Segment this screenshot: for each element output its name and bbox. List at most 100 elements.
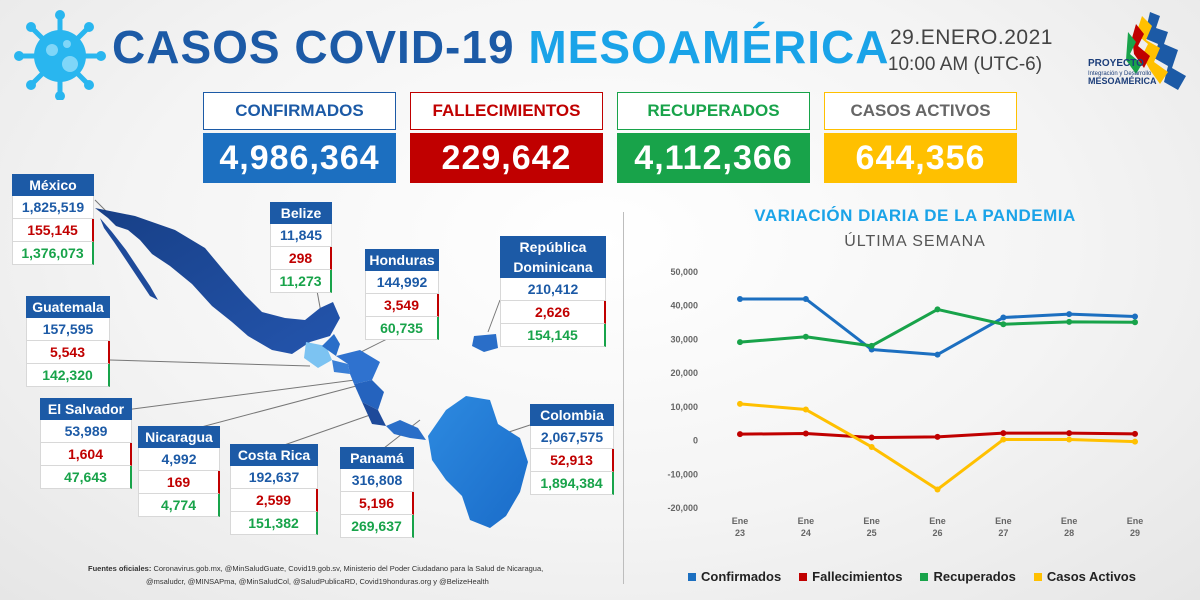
legend-item-casos-activos: Casos Activos — [1033, 569, 1136, 584]
region-map — [94, 199, 531, 528]
page-title: CASOS COVID-19 MESOAMÉRICA — [112, 20, 889, 74]
country-confirmed: 144,992 — [365, 271, 439, 294]
kpi-recuperados-label: RECUPERADOS — [617, 92, 810, 130]
legend-swatch — [688, 572, 696, 581]
report-date: 29.ENERO.2021 — [890, 26, 1053, 49]
country-name: Guatemala — [26, 296, 110, 318]
y-tick-label: 0 — [693, 436, 698, 446]
proyecto-mesoamerica-logo: PROYECTO Integración y Desarrollo MESOAM… — [1088, 12, 1186, 90]
data-point — [737, 431, 743, 438]
chart-subtitle: ÚLTIMA SEMANA — [844, 233, 986, 250]
series-line-casos-activos — [739, 402, 1136, 491]
country-box-mexico: México 1,825,519 155,145 1,376,073 — [12, 174, 94, 265]
sources-label: Fuentes oficiales: — [88, 564, 152, 573]
kpi-confirmados: CONFIRMADOS 4,986,364 — [203, 92, 396, 184]
virus-icon — [14, 10, 106, 100]
title-region: MESOAMÉRICA — [528, 21, 890, 73]
country-recovered: 1,376,073 — [12, 242, 94, 265]
kpi-confirmados-value: 4,986,364 — [203, 133, 396, 183]
data-point — [1000, 430, 1007, 437]
data-point — [802, 430, 809, 437]
country-name: Nicaragua — [138, 426, 220, 448]
data-point — [737, 339, 743, 346]
y-tick-label: 20,000 — [670, 368, 698, 378]
country-box-costa-rica: Costa Rica 192,637 2,599 151,382 — [230, 444, 318, 535]
legend-item-fallecimientos: Fallecimientos — [799, 569, 902, 584]
data-point — [1132, 430, 1138, 437]
legend-swatch — [799, 572, 808, 581]
country-name: Costa Rica — [230, 444, 318, 466]
x-tick-label: Ene 25 — [863, 516, 880, 538]
x-tick-label: Ene 29 — [1127, 516, 1144, 538]
country-box-panama: Panamá 316,808 5,196 269,637 — [340, 447, 414, 538]
country-name: México — [12, 174, 94, 196]
kpi-fallecimientos-label: FALLECIMIENTOS — [410, 92, 603, 130]
country-confirmed: 4,992 — [138, 448, 220, 471]
x-tick-label: Ene 23 — [732, 516, 749, 538]
data-point — [1000, 321, 1007, 328]
kpi-casos-activos-value: 644,356 — [824, 133, 1017, 183]
data-point — [802, 406, 809, 413]
kpi-casos-activos: CASOS ACTIVOS 644,356 — [824, 92, 1017, 184]
data-point — [802, 333, 809, 340]
country-box-nicaragua: Nicaragua 4,992 169 4,774 — [138, 426, 220, 517]
country-confirmed: 210,412 — [500, 278, 606, 301]
y-tick-label: 30,000 — [670, 334, 698, 344]
country-box-colombia: Colombia 2,067,575 52,913 1,894,384 — [530, 404, 614, 495]
kpi-recuperados-value: 4,112,366 — [617, 133, 810, 183]
country-box-honduras: Honduras 144,992 3,549 60,735 — [365, 249, 439, 340]
country-deaths: 52,913 — [530, 449, 614, 472]
logo-line2: Integración y Desarrollo — [1088, 71, 1152, 77]
y-tick-label: 50,000 — [670, 267, 698, 277]
x-tick-label: Ene 26 — [929, 516, 946, 538]
chart-legend: Confirmados Fallecimientos Recuperados C… — [688, 569, 1158, 584]
data-point — [802, 295, 809, 302]
country-deaths: 2,599 — [230, 489, 318, 512]
series-lines — [737, 295, 1138, 493]
logo-line3: MESOAMÉRICA — [1088, 76, 1157, 86]
country-deaths: 169 — [138, 471, 220, 494]
legend-item-confirmados: Confirmados — [688, 569, 781, 584]
country-confirmed: 192,637 — [230, 466, 318, 489]
sources-line1: Coronavirus.gob.mx, @MinSaludGuate, Covi… — [153, 564, 544, 573]
line-chart: -20,000 -10,000 0 10,000 20,000 30,000 40,000 5… — [667, 267, 1144, 538]
country-recovered: 47,643 — [40, 466, 132, 489]
data-point — [737, 295, 743, 302]
data-point — [1066, 311, 1073, 318]
country-confirmed: 2,067,575 — [530, 426, 614, 449]
kpi-fallecimientos: FALLECIMIENTOS 229,642 — [410, 92, 603, 184]
country-confirmed: 1,825,519 — [12, 196, 94, 219]
data-point — [934, 306, 941, 313]
country-name: Belize — [270, 202, 332, 224]
country-recovered: 60,735 — [365, 317, 439, 340]
country-box-republica-dominicana: República Dominicana 210,412 2,626 154,1… — [500, 236, 606, 347]
country-name: Panamá — [340, 447, 414, 469]
data-point — [1132, 438, 1138, 445]
y-tick-label: 40,000 — [670, 301, 698, 311]
country-deaths: 298 — [270, 247, 332, 270]
country-confirmed: 157,595 — [26, 318, 110, 341]
legend-label: Confirmados — [701, 569, 782, 584]
country-confirmed: 316,808 — [340, 469, 414, 492]
legend-swatch — [1033, 572, 1042, 581]
data-point — [868, 434, 875, 441]
y-tick-label: -10,000 — [667, 469, 698, 479]
country-box-belize: Belize 11,845 298 11,273 — [270, 202, 332, 293]
country-recovered: 154,145 — [500, 324, 606, 347]
data-point — [1066, 436, 1073, 443]
country-confirmed: 53,989 — [40, 420, 132, 443]
country-box-el-salvador: El Salvador 53,989 1,604 47,643 — [40, 398, 132, 489]
country-recovered: 1,894,384 — [530, 472, 614, 495]
country-recovered: 142,320 — [26, 364, 110, 387]
data-point — [1066, 318, 1073, 325]
section-divider — [623, 212, 624, 584]
data-point — [868, 342, 875, 349]
data-point — [737, 400, 743, 407]
legend-item-recuperados: Recuperados — [920, 569, 1016, 584]
country-name: República Dominicana — [500, 236, 606, 278]
country-recovered: 151,382 — [230, 512, 318, 535]
country-name: El Salvador — [40, 398, 132, 420]
x-tick-label: Ene 27 — [995, 516, 1012, 538]
title-covid: CASOS COVID-19 — [112, 21, 529, 73]
data-point — [1066, 430, 1073, 437]
